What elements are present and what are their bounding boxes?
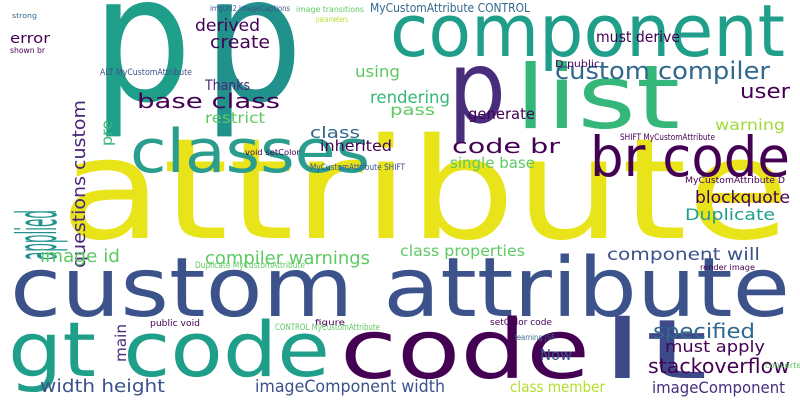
word: rendering [370, 88, 450, 108]
word: questions custom [69, 100, 90, 268]
word: blockquote [695, 188, 790, 208]
word: class member [510, 378, 606, 396]
word: shown br [10, 46, 46, 55]
word: br code [590, 125, 790, 189]
word: MyCustomAttribute D [685, 176, 785, 186]
word: gt code [8, 305, 330, 394]
word: p [203, 0, 303, 142]
word: CONTROL MyCustomAttribute [275, 323, 380, 333]
word: create [210, 32, 270, 53]
word: render image [700, 263, 755, 272]
word: component will [607, 245, 760, 265]
word: lt [600, 303, 708, 398]
word: SHIFT MyCustomAttribute [620, 133, 715, 143]
word: specified [653, 319, 755, 343]
word: generate [468, 105, 535, 123]
word: warning [715, 116, 785, 134]
word: learning JSF [515, 333, 555, 342]
word: imgUrl2 imageCaptions [210, 4, 290, 13]
word: void setColor [245, 148, 301, 157]
word: Duplicate [685, 205, 775, 224]
word: strong [12, 12, 37, 20]
word: must derive [596, 28, 680, 46]
word: p [448, 29, 506, 146]
word: code [340, 303, 590, 398]
word: MyCustomAttribute CONTROL [370, 1, 530, 15]
word: Thanks [204, 78, 250, 94]
word: figure [315, 318, 345, 327]
word: pre [98, 120, 116, 146]
word: code br [452, 134, 561, 158]
word: derived [195, 16, 260, 36]
word: inherited [320, 137, 392, 155]
word: single base [450, 154, 535, 172]
word: list [515, 46, 680, 149]
word: Duplicate MyCustomAttribute [195, 261, 305, 271]
word: main [112, 324, 130, 362]
word: converter [765, 361, 800, 370]
word: parameters [316, 15, 348, 24]
word: stackoverflow [648, 354, 790, 378]
word: public void [150, 319, 200, 329]
word: base class [137, 89, 280, 113]
word: custom compiler [555, 57, 770, 85]
word: class [310, 123, 360, 142]
word: setColor code [490, 318, 552, 328]
word: imageComponent width [255, 377, 445, 397]
word: p [92, 0, 192, 142]
word: applied [5, 210, 69, 260]
word: class properties [400, 242, 525, 260]
word: restrict [205, 109, 265, 127]
word: Now [540, 346, 572, 364]
word: image transitions [296, 5, 364, 14]
word: error [10, 31, 50, 47]
word: ALT MyCustomAttribute [100, 68, 192, 78]
word: MyCustomAttribute SHIFT [310, 163, 405, 173]
word: D public [555, 59, 600, 70]
word: width height [40, 376, 165, 397]
word: classes [130, 117, 370, 187]
word: must apply [665, 337, 765, 356]
word: image id [40, 246, 120, 267]
word: custom attribute [10, 241, 790, 336]
word: compiler warnings [205, 248, 370, 269]
word: pass [390, 101, 435, 119]
word: using [355, 62, 400, 81]
word: component [390, 0, 785, 73]
word: imageComponent [652, 378, 785, 397]
word: user [740, 79, 791, 103]
word: attribute [60, 109, 790, 272]
